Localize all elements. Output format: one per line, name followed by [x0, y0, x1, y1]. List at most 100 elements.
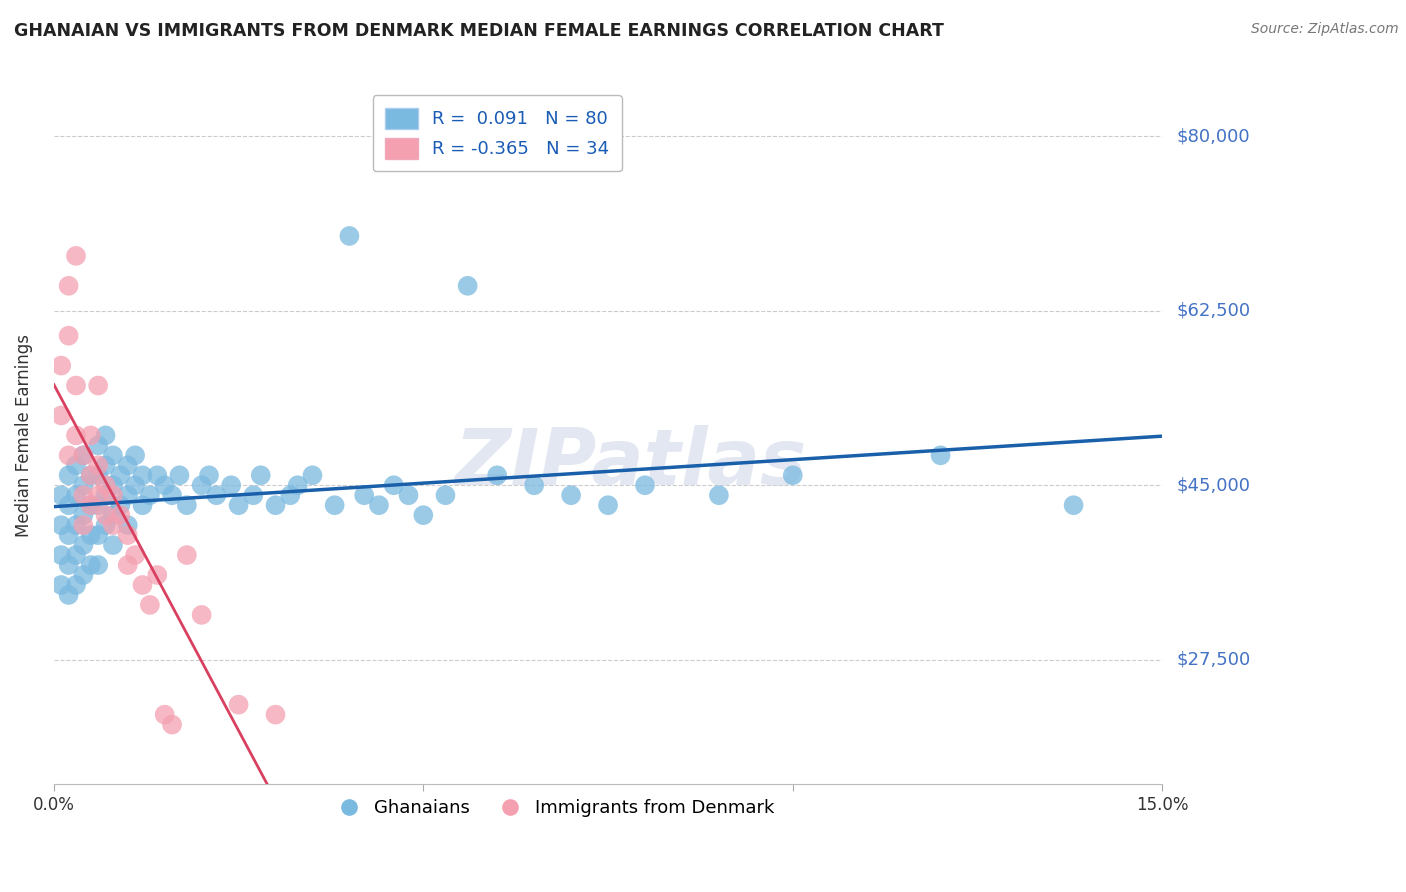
Point	[219, 478, 242, 492]
Point	[65, 518, 87, 533]
Point	[153, 707, 176, 722]
Point	[434, 488, 457, 502]
Point	[124, 478, 146, 492]
Point	[80, 498, 103, 512]
Point	[457, 278, 479, 293]
Point	[94, 458, 117, 473]
Point	[65, 458, 87, 473]
Point	[94, 508, 117, 523]
Text: $62,500: $62,500	[1177, 301, 1250, 319]
Point	[65, 578, 87, 592]
Point	[65, 428, 87, 442]
Y-axis label: Median Female Earnings: Median Female Earnings	[15, 334, 32, 537]
Point	[51, 548, 73, 562]
Point	[101, 448, 124, 462]
Point	[58, 528, 80, 542]
Point	[117, 518, 139, 533]
Point	[101, 508, 124, 523]
Point	[117, 528, 139, 542]
Point	[65, 488, 87, 502]
Point	[87, 528, 110, 542]
Point	[72, 538, 94, 552]
Point	[523, 478, 546, 492]
Point	[110, 498, 132, 512]
Point	[51, 488, 73, 502]
Point	[94, 428, 117, 442]
Point	[169, 468, 191, 483]
Point	[160, 488, 183, 502]
Point	[72, 478, 94, 492]
Point	[58, 328, 80, 343]
Point	[382, 478, 405, 492]
Point	[634, 478, 657, 492]
Point	[353, 488, 375, 502]
Point	[87, 378, 110, 392]
Point	[87, 498, 110, 512]
Point	[124, 548, 146, 562]
Point	[131, 498, 153, 512]
Legend: Ghanaians, Immigrants from Denmark: Ghanaians, Immigrants from Denmark	[323, 792, 782, 824]
Point	[242, 488, 264, 502]
Text: $45,000: $45,000	[1177, 476, 1250, 494]
Point	[264, 498, 287, 512]
Point	[486, 468, 509, 483]
Point	[101, 488, 124, 502]
Point	[139, 488, 162, 502]
Point	[58, 468, 80, 483]
Point	[139, 598, 162, 612]
Point	[131, 468, 153, 483]
Point	[80, 468, 103, 483]
Text: ZIPatlas: ZIPatlas	[454, 425, 806, 501]
Point	[94, 488, 117, 502]
Point	[101, 538, 124, 552]
Point	[153, 478, 176, 492]
Point	[58, 588, 80, 602]
Point	[72, 488, 94, 502]
Point	[146, 568, 169, 582]
Point	[72, 568, 94, 582]
Point	[301, 468, 323, 483]
Point	[51, 359, 73, 373]
Point	[80, 558, 103, 572]
Point	[596, 498, 619, 512]
Point	[65, 548, 87, 562]
Text: Source: ZipAtlas.com: Source: ZipAtlas.com	[1251, 22, 1399, 37]
Point	[1063, 498, 1085, 512]
Point	[110, 468, 132, 483]
Point	[782, 468, 804, 483]
Point	[101, 478, 124, 492]
Point	[278, 488, 301, 502]
Point	[176, 498, 198, 512]
Point	[117, 558, 139, 572]
Point	[72, 448, 94, 462]
Point	[87, 438, 110, 452]
Point	[80, 428, 103, 442]
Point	[101, 518, 124, 533]
Point	[146, 468, 169, 483]
Point	[198, 468, 221, 483]
Text: GHANAIAN VS IMMIGRANTS FROM DENMARK MEDIAN FEMALE EARNINGS CORRELATION CHART: GHANAIAN VS IMMIGRANTS FROM DENMARK MEDI…	[14, 22, 943, 40]
Point	[323, 498, 346, 512]
Point	[117, 488, 139, 502]
Point	[228, 498, 250, 512]
Point	[87, 458, 110, 473]
Point	[51, 518, 73, 533]
Point	[51, 409, 73, 423]
Point	[80, 468, 103, 483]
Point	[80, 498, 103, 512]
Point	[58, 558, 80, 572]
Point	[190, 478, 212, 492]
Point	[58, 278, 80, 293]
Point	[110, 508, 132, 523]
Point	[117, 458, 139, 473]
Point	[94, 518, 117, 533]
Point	[412, 508, 434, 523]
Point	[707, 488, 730, 502]
Point	[65, 378, 87, 392]
Point	[80, 528, 103, 542]
Point	[264, 707, 287, 722]
Point	[131, 578, 153, 592]
Point	[368, 498, 391, 512]
Point	[560, 488, 582, 502]
Point	[94, 478, 117, 492]
